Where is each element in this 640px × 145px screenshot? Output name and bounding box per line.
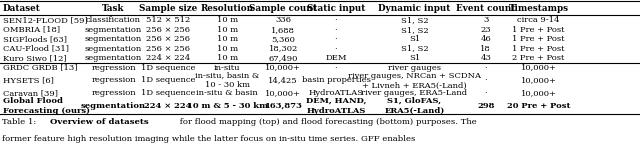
Text: 46: 46: [481, 35, 491, 43]
Text: Dynamic input: Dynamic input: [378, 4, 451, 13]
Text: OMBRIA [18]: OMBRIA [18]: [3, 26, 60, 34]
Text: DEM, HAND,
HydroATLAS: DEM, HAND, HydroATLAS: [306, 97, 366, 115]
Text: GRDC GRDB [13]: GRDC GRDB [13]: [3, 64, 77, 72]
Text: 10,000+: 10,000+: [520, 89, 557, 97]
Text: 5,360: 5,360: [271, 35, 295, 43]
Text: S1, GloFAS,
ERA5(-Land): S1, GloFAS, ERA5(-Land): [384, 97, 445, 115]
Text: CAU-Flood [31]: CAU-Flood [31]: [3, 45, 68, 53]
Text: Table 1:: Table 1:: [2, 118, 39, 126]
Text: 256 × 256: 256 × 256: [146, 45, 190, 53]
Text: S1, S2: S1, S2: [401, 45, 428, 53]
Text: segmentation: segmentation: [81, 102, 146, 110]
Text: ·: ·: [484, 64, 487, 72]
Text: regression: regression: [92, 64, 136, 72]
Text: in-situ, basin &
10 - 30 km: in-situ, basin & 10 - 30 km: [195, 71, 259, 89]
Text: 10,000+: 10,000+: [520, 76, 557, 84]
Text: 10 m: 10 m: [216, 16, 238, 24]
Text: 20 Pre + Post: 20 Pre + Post: [507, 102, 570, 110]
Text: Dataset: Dataset: [3, 4, 40, 13]
Text: 256 × 256: 256 × 256: [146, 26, 190, 34]
Text: ·: ·: [335, 26, 337, 34]
Text: Task: Task: [102, 4, 125, 13]
Text: ·: ·: [484, 76, 487, 84]
Text: SIGFloods [63]: SIGFloods [63]: [3, 35, 67, 43]
Text: river gauges, NRCan + SCDNA
+ Livneh + ERA5(-Land): river gauges, NRCan + SCDNA + Livneh + E…: [348, 71, 481, 89]
Text: 224 × 224: 224 × 224: [144, 102, 192, 110]
Text: river gauges, ERA5-Land: river gauges, ERA5-Land: [362, 89, 467, 97]
Text: 3: 3: [483, 16, 488, 24]
Text: regression: regression: [92, 76, 136, 84]
Text: 1 Pre + Post: 1 Pre + Post: [512, 45, 565, 53]
Text: 67,490: 67,490: [269, 54, 298, 62]
Text: 1D sequence: 1D sequence: [141, 64, 195, 72]
Text: 10,000+: 10,000+: [520, 64, 557, 72]
Text: segmentation: segmentation: [85, 26, 142, 34]
Text: 10 m: 10 m: [216, 35, 238, 43]
Text: Global Flood
Forecasting (ours): Global Flood Forecasting (ours): [3, 97, 90, 115]
Text: in-situ & basin: in-situ & basin: [196, 89, 258, 97]
Text: segmentation: segmentation: [85, 54, 142, 62]
Text: classification: classification: [86, 16, 141, 24]
Text: 18: 18: [481, 45, 491, 53]
Text: 256 × 256: 256 × 256: [146, 35, 190, 43]
Text: 10 m: 10 m: [216, 54, 238, 62]
Text: 14,425: 14,425: [268, 76, 298, 84]
Text: regression: regression: [92, 89, 136, 97]
Text: SEN12-FLOOD [59]: SEN12-FLOOD [59]: [3, 16, 87, 24]
Text: 10 m: 10 m: [216, 45, 238, 53]
Text: 10,000+: 10,000+: [265, 64, 301, 72]
Text: 298: 298: [477, 102, 495, 110]
Text: Overview of datasets: Overview of datasets: [50, 118, 148, 126]
Text: 10 m & 5 - 30 km: 10 m & 5 - 30 km: [187, 102, 268, 110]
Text: ·: ·: [335, 64, 337, 72]
Text: segmentation: segmentation: [85, 35, 142, 43]
Text: S1, S2: S1, S2: [401, 16, 428, 24]
Text: Event count: Event count: [456, 4, 515, 13]
Text: river gauges: river gauges: [388, 64, 441, 72]
Text: Sample count: Sample count: [249, 4, 317, 13]
Text: HYSETS [6]: HYSETS [6]: [3, 76, 53, 84]
Text: circa 9-14: circa 9-14: [517, 16, 560, 24]
Text: Kuro Siwo [12]: Kuro Siwo [12]: [3, 54, 66, 62]
Text: 1 Pre + Post: 1 Pre + Post: [512, 35, 565, 43]
Text: Sample size: Sample size: [139, 4, 197, 13]
Text: 10 m: 10 m: [216, 26, 238, 34]
Text: 10,000+: 10,000+: [265, 89, 301, 97]
Text: 18,302: 18,302: [269, 45, 298, 53]
Text: 1,688: 1,688: [271, 26, 295, 34]
Text: 43: 43: [481, 54, 491, 62]
Text: Static input: Static input: [307, 4, 365, 13]
Text: ·: ·: [335, 45, 337, 53]
Text: S1: S1: [409, 35, 420, 43]
Text: 1D sequence: 1D sequence: [141, 76, 195, 84]
Text: segmentation: segmentation: [85, 45, 142, 53]
Text: 336: 336: [275, 16, 291, 24]
Text: HydroATLAS: HydroATLAS: [308, 89, 364, 97]
Text: basin properties: basin properties: [301, 76, 371, 84]
Text: S1, S2: S1, S2: [401, 26, 428, 34]
Text: 163,873: 163,873: [264, 102, 302, 110]
Text: for flood mapping (top) and flood forecasting (bottom) purposes. The: for flood mapping (top) and flood foreca…: [177, 118, 477, 126]
Text: Caravan [39]: Caravan [39]: [3, 89, 58, 97]
Text: 2 Pre + Post: 2 Pre + Post: [513, 54, 564, 62]
Text: 23: 23: [481, 26, 491, 34]
Text: former feature high resolution imaging while the latter focus on in-situ time se: former feature high resolution imaging w…: [2, 135, 415, 143]
Text: in-situ: in-situ: [214, 64, 241, 72]
Text: 224 × 224: 224 × 224: [146, 54, 190, 62]
Text: S1: S1: [409, 54, 420, 62]
Text: ·: ·: [335, 35, 337, 43]
Text: ·: ·: [335, 16, 337, 24]
Text: 1 Pre + Post: 1 Pre + Post: [512, 26, 565, 34]
Text: ·: ·: [484, 89, 487, 97]
Text: Resolution: Resolution: [200, 4, 254, 13]
Text: DEM: DEM: [325, 54, 347, 62]
Text: 512 × 512: 512 × 512: [146, 16, 190, 24]
Text: 1D sequence: 1D sequence: [141, 89, 195, 97]
Text: Timestamps: Timestamps: [509, 4, 568, 13]
